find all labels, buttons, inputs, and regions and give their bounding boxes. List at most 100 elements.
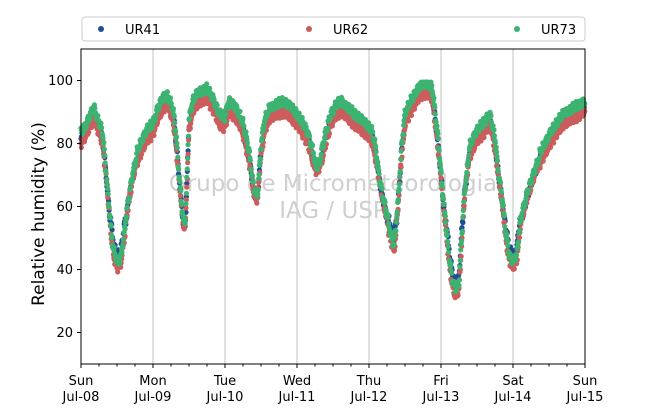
data-point-ur73 bbox=[257, 156, 263, 162]
data-point-ur73 bbox=[465, 162, 471, 168]
data-point-ur73 bbox=[143, 133, 149, 139]
data-point-ur62 bbox=[183, 205, 189, 211]
data-point-ur73 bbox=[248, 167, 254, 173]
x-tick-day: Wed bbox=[283, 374, 311, 389]
data-point-ur73 bbox=[373, 149, 379, 155]
data-point-ur73 bbox=[130, 169, 136, 175]
data-point-ur73 bbox=[244, 140, 250, 146]
data-point-ur73 bbox=[111, 244, 117, 250]
y-axis-label: Relative humidity (%) bbox=[29, 122, 49, 306]
data-point-ur73 bbox=[492, 140, 498, 146]
data-point-ur73 bbox=[494, 153, 500, 159]
data-point-ur73 bbox=[120, 236, 126, 243]
data-point-ur73 bbox=[256, 171, 262, 178]
data-point-ur73 bbox=[133, 156, 139, 162]
data-point-ur73 bbox=[460, 214, 466, 220]
data-point-ur73 bbox=[497, 179, 504, 185]
data-point-ur73 bbox=[516, 228, 523, 234]
x-tick-date: Jul-15 bbox=[566, 390, 604, 405]
data-point-ur73 bbox=[223, 111, 229, 117]
data-point-ur73 bbox=[432, 104, 438, 110]
data-point-ur73 bbox=[103, 170, 109, 176]
data-point-ur62 bbox=[405, 118, 412, 124]
data-point-ur73 bbox=[101, 139, 107, 145]
x-tick-date: Jul-11 bbox=[278, 390, 316, 405]
data-point-ur73 bbox=[140, 138, 146, 144]
data-point-ur73 bbox=[456, 282, 462, 288]
data-point-ur62 bbox=[115, 269, 121, 275]
data-point-ur73 bbox=[393, 228, 399, 234]
data-point-ur73 bbox=[122, 226, 128, 232]
data-point-ur73 bbox=[397, 169, 403, 175]
data-point-ur62 bbox=[392, 247, 398, 253]
data-point-ur73 bbox=[172, 120, 178, 126]
data-point-ur73 bbox=[375, 159, 381, 165]
data-point-ur73 bbox=[249, 173, 256, 179]
legend-label-ur73: UR73 bbox=[541, 23, 576, 38]
data-point-ur62 bbox=[398, 164, 404, 170]
data-point-ur73 bbox=[320, 144, 326, 150]
watermark-line: Grupo de Micrometeorologia bbox=[169, 171, 497, 197]
x-tick-day: Tue bbox=[213, 374, 236, 389]
data-point-ur73 bbox=[240, 115, 246, 121]
data-point-ur62 bbox=[461, 203, 467, 209]
data-point-ur73 bbox=[174, 140, 180, 146]
watermark-line: IAG / USP bbox=[279, 198, 387, 224]
x-tick-date: Jul-09 bbox=[134, 390, 172, 405]
data-point-ur73 bbox=[463, 179, 469, 185]
data-point-ur73 bbox=[504, 238, 510, 244]
data-point-ur73 bbox=[372, 136, 378, 142]
data-point-ur73 bbox=[102, 160, 108, 166]
legend-marker-ur41 bbox=[98, 26, 104, 32]
data-point-ur73 bbox=[84, 123, 90, 129]
y-tick-label: 40 bbox=[56, 263, 73, 278]
data-point-ur73 bbox=[457, 264, 463, 270]
data-point-ur73 bbox=[549, 131, 555, 137]
data-point-ur73 bbox=[175, 154, 181, 160]
data-point-ur73 bbox=[479, 125, 485, 131]
data-point-ur73 bbox=[443, 227, 450, 233]
data-point-ur73 bbox=[494, 149, 500, 155]
data-point-ur73 bbox=[185, 155, 191, 162]
x-tick-date: Jul-13 bbox=[422, 390, 460, 405]
data-point-ur73 bbox=[105, 186, 111, 192]
data-point-ur73 bbox=[123, 214, 129, 220]
data-point-ur73 bbox=[184, 174, 190, 180]
data-point-ur73 bbox=[331, 110, 337, 116]
data-point-ur73 bbox=[407, 103, 413, 109]
data-point-ur73 bbox=[391, 242, 397, 248]
data-point-ur73 bbox=[493, 144, 499, 150]
x-tick-day: Sun bbox=[573, 374, 598, 389]
data-point-ur73 bbox=[328, 115, 334, 121]
data-point-ur73 bbox=[432, 111, 438, 117]
x-tick-date: Jul-08 bbox=[62, 390, 100, 405]
data-point-ur73 bbox=[322, 135, 328, 141]
data-point-ur73 bbox=[178, 188, 184, 194]
data-point-ur62 bbox=[516, 235, 523, 241]
data-point-ur62 bbox=[254, 200, 260, 206]
data-point-ur73 bbox=[397, 173, 403, 179]
data-point-ur73 bbox=[465, 158, 472, 164]
data-point-ur73 bbox=[105, 191, 111, 197]
data-point-ur73 bbox=[386, 220, 392, 226]
data-point-ur73 bbox=[505, 242, 511, 248]
data-point-ur73 bbox=[247, 157, 253, 163]
data-point-ur73 bbox=[370, 129, 376, 135]
data-point-ur73 bbox=[109, 235, 115, 241]
legend-label-ur41: UR41 bbox=[125, 23, 160, 38]
data-point-ur73 bbox=[177, 179, 183, 185]
data-point-ur73 bbox=[214, 102, 220, 108]
data-point-ur73 bbox=[152, 117, 158, 123]
data-point-ur73 bbox=[126, 195, 132, 201]
data-point-ur73 bbox=[318, 151, 324, 157]
data-point-ur73 bbox=[237, 108, 243, 114]
data-point-ur73 bbox=[173, 134, 180, 140]
data-point-ur73 bbox=[373, 144, 379, 150]
data-point-ur73 bbox=[435, 131, 441, 137]
data-point-ur73 bbox=[442, 213, 448, 219]
data-point-ur73 bbox=[393, 219, 399, 225]
data-point-ur73 bbox=[349, 104, 355, 110]
data-point-ur73 bbox=[102, 152, 108, 159]
data-point-ur73 bbox=[466, 152, 472, 158]
data-point-ur73 bbox=[445, 239, 451, 245]
